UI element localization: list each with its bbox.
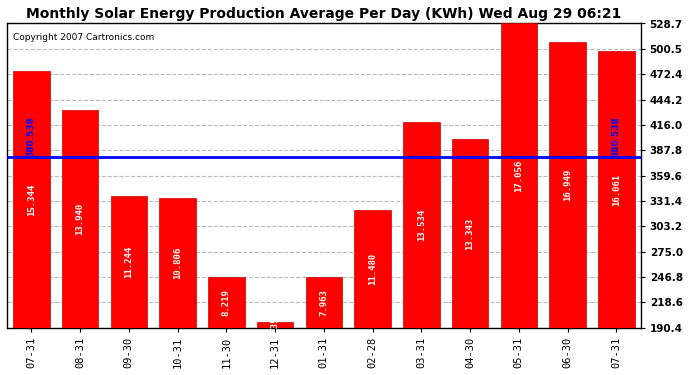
Text: 11.244: 11.244 [124, 246, 133, 278]
Bar [257, 322, 293, 328]
Bar [13, 71, 50, 328]
Text: 11.480: 11.480 [368, 253, 377, 285]
Text: 13.534: 13.534 [417, 209, 426, 241]
Text: 13.343: 13.343 [466, 217, 475, 249]
Text: Copyright 2007 Cartronics.com: Copyright 2007 Cartronics.com [13, 33, 155, 42]
Text: 380.538: 380.538 [612, 116, 621, 157]
Bar [549, 42, 586, 328]
Text: 16.949: 16.949 [563, 169, 572, 201]
Bar [208, 277, 244, 328]
Bar [62, 110, 99, 328]
Text: 10.806: 10.806 [173, 247, 182, 279]
Text: 17.056: 17.056 [514, 159, 523, 192]
Text: 16.061: 16.061 [612, 173, 621, 206]
Bar [159, 198, 196, 328]
Text: 13.940: 13.940 [76, 203, 85, 235]
Bar [306, 277, 342, 328]
Bar [354, 210, 391, 328]
Bar [403, 122, 440, 328]
Bar [500, 24, 537, 328]
Bar [598, 51, 635, 328]
Bar [110, 196, 147, 328]
Text: 15.344: 15.344 [27, 183, 36, 216]
Text: 7.963: 7.963 [319, 289, 328, 316]
Text: 6.357: 6.357 [270, 311, 279, 338]
Title: Monthly Solar Energy Production Average Per Day (KWh) Wed Aug 29 06:21: Monthly Solar Energy Production Average … [26, 7, 622, 21]
Text: 8.219: 8.219 [221, 289, 231, 316]
Bar [452, 139, 489, 328]
Text: 380.538: 380.538 [27, 116, 36, 157]
